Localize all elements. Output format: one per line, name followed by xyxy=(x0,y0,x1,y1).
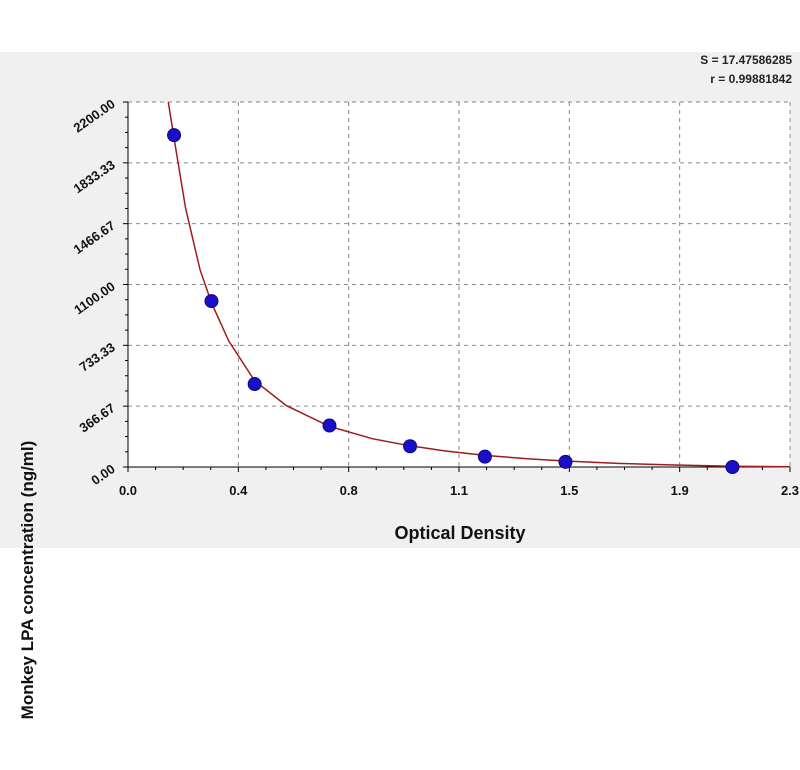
y-tick-label: 1100.00 xyxy=(71,279,118,318)
chart-plot: 0.0 0.4 0.8 1.1 1.5 1.9 2.3 0.00 366.67 733.33 110… xyxy=(71,96,799,498)
y-tick-label: 1466.67 xyxy=(71,218,118,257)
fit-stat-r: r = 0.99881842 xyxy=(710,72,792,86)
y-axis-label: Monkey LPA concentration (ng/ml) xyxy=(18,440,37,720)
y-tick-label: 2200.00 xyxy=(71,96,118,135)
data-point xyxy=(322,418,337,433)
data-point xyxy=(725,460,740,474)
y-tick-label: 0.00 xyxy=(88,461,117,488)
x-tick-label: 1.5 xyxy=(560,483,578,498)
x-axis-label: Optical Density xyxy=(394,523,526,543)
data-point xyxy=(477,449,492,464)
fit-curve xyxy=(167,101,791,468)
x-tick-label: 0.8 xyxy=(340,483,358,498)
x-tick-label: 0.4 xyxy=(229,483,248,498)
data-point xyxy=(403,439,418,454)
data-point xyxy=(558,454,573,469)
y-tick-label: 1833.33 xyxy=(71,157,118,196)
x-tick-label: 2.3 xyxy=(781,483,799,498)
data-point xyxy=(204,294,219,309)
data-point xyxy=(167,128,182,143)
y-tick-label: 733.33 xyxy=(77,340,118,375)
chart-frame: 0.0 0.4 0.8 1.1 1.5 1.9 2.3 0.00 366.67 733.33 110… xyxy=(0,52,800,548)
x-tick-label: 1.9 xyxy=(671,483,689,498)
data-point xyxy=(247,377,262,392)
y-tick-label: 366.67 xyxy=(77,400,118,435)
x-tick-label: 0.0 xyxy=(119,483,137,498)
x-tick-label: 1.1 xyxy=(450,483,468,498)
fit-stat-s: S = 17.47586285 xyxy=(700,53,792,67)
